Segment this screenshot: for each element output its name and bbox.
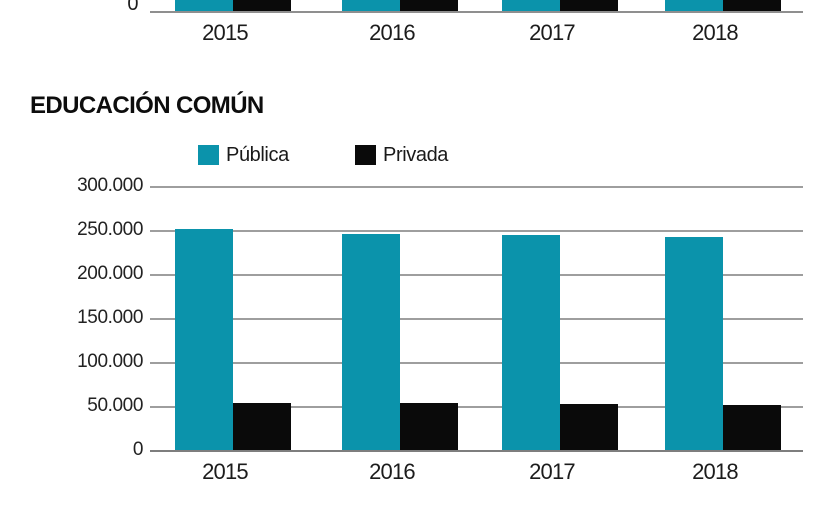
y-tick-100000: 100.000 (28, 351, 143, 373)
bar-pública-2015 (175, 229, 233, 450)
y-tick-200000: 200.000 (28, 263, 143, 285)
bar-privada-2015 (233, 403, 291, 450)
bar-pública-2017 (502, 0, 560, 11)
x-label-2018: 2018 (657, 20, 773, 46)
legend-label-pública: Pública (226, 144, 289, 166)
truncated-chart-zero-tick: 0 (108, 0, 138, 14)
truncated-chart-plot (150, 0, 803, 13)
legend-swatch-privada (355, 145, 376, 165)
bar-privada-2015 (233, 0, 291, 11)
x-axis-line (150, 11, 803, 13)
x-axis-line (150, 450, 803, 452)
bar-pública-2016 (342, 234, 400, 450)
y-tick-250000: 250.000 (28, 219, 143, 241)
bar-pública-2016 (342, 0, 400, 11)
legend-swatch-pública (198, 145, 219, 165)
x-label-2015: 2015 (167, 20, 283, 46)
legend-item-pública: Pública (198, 144, 289, 166)
plot-area (150, 186, 803, 452)
y-tick-150000: 150.000 (28, 307, 143, 329)
chart-title: EDUCACIÓN COMÚN (30, 92, 264, 120)
x-label-2016: 2016 (334, 20, 450, 46)
gridline-250000 (150, 230, 803, 232)
x-label-2016: 2016 (334, 459, 450, 485)
bar-privada-2017 (560, 404, 618, 450)
y-tick-0: 0 (28, 439, 143, 461)
x-label-2017: 2017 (494, 459, 610, 485)
bar-privada-2017 (560, 0, 618, 11)
x-label-2018: 2018 (657, 459, 773, 485)
y-tick-300000: 300.000 (28, 175, 143, 197)
bar-privada-2016 (400, 403, 458, 450)
infographic-canvas: 0 2015 2016 2017 2018 EDUCACIÓN COMÚN Públi… (0, 0, 840, 520)
bar-privada-2016 (400, 0, 458, 11)
gridline-300000 (150, 186, 803, 188)
bar-privada-2018 (723, 405, 781, 450)
legend-label-privada: Privada (383, 144, 448, 166)
legend-item-privada: Privada (355, 144, 448, 166)
bar-pública-2018 (665, 0, 723, 11)
bar-pública-2018 (665, 237, 723, 450)
x-label-2017: 2017 (494, 20, 610, 46)
x-label-2015: 2015 (167, 459, 283, 485)
bar-privada-2018 (723, 0, 781, 11)
bar-pública-2017 (502, 235, 560, 450)
bar-pública-2015 (175, 0, 233, 11)
y-tick-50000: 50.000 (28, 395, 143, 417)
